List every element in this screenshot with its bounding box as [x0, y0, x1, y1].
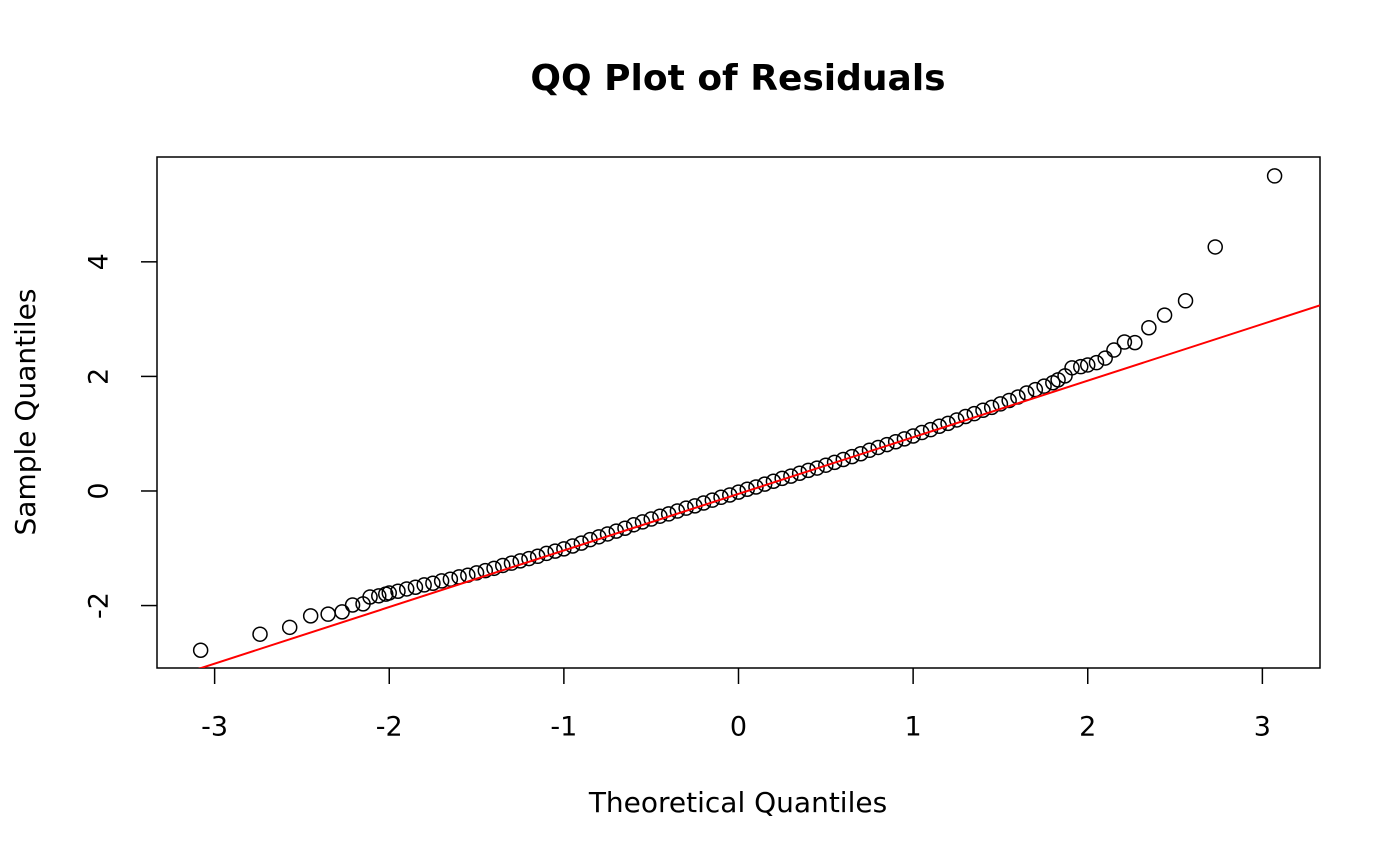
- qq-point: [425, 575, 441, 591]
- qq-point: [992, 396, 1009, 412]
- y-tick-label: 2: [84, 368, 115, 385]
- qq-point: [826, 454, 843, 471]
- qq-point: [1027, 381, 1044, 398]
- qq-point: [975, 402, 991, 418]
- qq-point: [320, 606, 336, 622]
- qq-point: [783, 468, 799, 484]
- qq-point: [334, 604, 350, 620]
- qq-point: [870, 439, 886, 456]
- qq-point: [957, 408, 974, 425]
- qq-point: [1207, 239, 1223, 255]
- qq-point: [252, 626, 268, 642]
- qq-point: [861, 442, 878, 459]
- plot-area: [192, 168, 1320, 668]
- qq-point: [362, 589, 378, 605]
- qq-point: [791, 465, 808, 481]
- qq-point: [809, 460, 825, 476]
- qq-point: [407, 579, 424, 595]
- qq-point: [1141, 319, 1157, 336]
- x-tick-label: -3: [201, 712, 228, 743]
- qq-point: [495, 557, 511, 574]
- qq-point: [477, 562, 494, 579]
- x-tick-label: -1: [550, 712, 577, 743]
- x-axis-label: Theoretical Quantiles: [588, 786, 887, 819]
- qq-point: [800, 462, 817, 479]
- x-tick-label: 3: [1254, 712, 1271, 743]
- x-tick-label: 0: [730, 712, 747, 743]
- qq-point: [512, 553, 528, 569]
- qq-point: [1177, 293, 1194, 309]
- x-tick-label: 1: [905, 712, 922, 743]
- qq-point: [281, 619, 298, 636]
- y-tick-label: -2: [84, 592, 115, 619]
- qq-point: [468, 565, 485, 581]
- qq-point: [1001, 392, 1017, 409]
- qq-point: [486, 560, 502, 577]
- y-tick-label: 0: [84, 482, 115, 499]
- qq-point: [1064, 360, 1080, 376]
- qq-point: [1106, 342, 1122, 358]
- qq-point: [818, 457, 834, 473]
- y-axis-label: Sample Quantiles: [9, 289, 42, 536]
- qq-point: [1097, 350, 1113, 366]
- qq-point: [381, 585, 398, 601]
- qq-point: [983, 399, 1000, 416]
- plot-frame: [156, 156, 1321, 669]
- qq-point: [1127, 334, 1143, 351]
- qq-point: [852, 445, 869, 462]
- qq-point: [1079, 357, 1096, 373]
- chart-title: QQ Plot of Residuals: [530, 58, 945, 99]
- reference-line: [197, 304, 1320, 668]
- qq-point: [390, 583, 406, 599]
- x-tick-label: 2: [1079, 712, 1096, 743]
- qq-point: [192, 642, 209, 658]
- qq-point: [371, 588, 387, 604]
- qq-point: [433, 573, 450, 589]
- qq-point: [1036, 378, 1052, 394]
- qq-point: [1266, 168, 1283, 184]
- qq-point: [1073, 358, 1089, 375]
- qq-point: [302, 608, 319, 624]
- qq-point: [887, 433, 904, 450]
- qq-point: [844, 448, 860, 465]
- qq-point: [1088, 354, 1105, 371]
- x-tick-label: -2: [376, 712, 403, 743]
- qq-point: [835, 451, 852, 468]
- qq-point: [398, 581, 415, 597]
- qq-point: [748, 479, 764, 495]
- qq-point: [966, 405, 982, 422]
- qq-point: [344, 597, 361, 613]
- y-tick-label: 4: [84, 253, 115, 270]
- qq-point: [879, 436, 895, 453]
- qq-point: [442, 571, 459, 587]
- qq-point: [1156, 307, 1173, 323]
- qq-point: [1116, 334, 1133, 350]
- qq-point: [416, 577, 432, 593]
- qq-point: [503, 555, 520, 571]
